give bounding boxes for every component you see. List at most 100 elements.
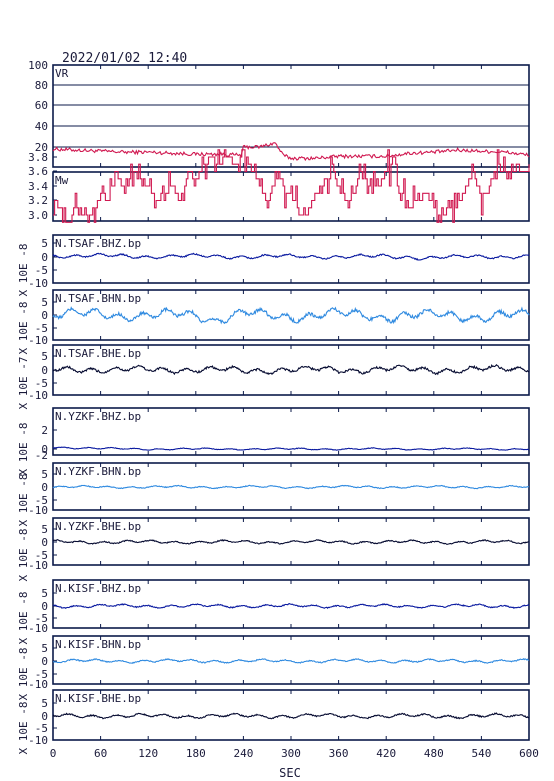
y-tick-label: 3.2 xyxy=(28,194,48,207)
x-axis: 0 60 120 180 240 300 360 420 480 540 600 xyxy=(50,747,539,760)
x-tick-label: 0 xyxy=(50,747,57,760)
y-tick-label: 0 xyxy=(41,710,48,723)
y-unit-label: X 10E -8 xyxy=(17,529,30,582)
y-tick-label: -5 xyxy=(35,322,48,335)
series-line-w4 xyxy=(52,446,530,451)
y-unit-label: X 10E -8 xyxy=(17,474,30,527)
y-unit-label: X 10E -8 xyxy=(17,702,30,755)
y-tick-label: 5 xyxy=(41,587,48,600)
y-tick-label: 0 xyxy=(41,536,48,549)
series-line-w3 xyxy=(52,363,530,376)
panel-label: N.TSAF.BHZ.bp xyxy=(55,237,141,250)
x-tick-label: 540 xyxy=(471,747,491,760)
y-tick-label: 3.4 xyxy=(28,180,48,193)
y-unit-label: X 10E -8 xyxy=(17,592,30,645)
y-tick-label: -5 xyxy=(35,494,48,507)
y-tick-label: 3.6 xyxy=(28,165,48,178)
y-tick-label: -2 xyxy=(35,449,48,462)
panel-label: VR xyxy=(55,67,69,80)
y-tick-label: -5 xyxy=(35,264,48,277)
series-line-w2 xyxy=(52,306,530,325)
y-tick-label: -10 xyxy=(28,559,48,572)
panel-w9: -10-505 N.KISF.BHE.bp X 10E -8 xyxy=(17,689,530,755)
y-tick-label: 0 xyxy=(41,655,48,668)
y-tick-label: 60 xyxy=(35,99,48,112)
series-line-w5 xyxy=(52,484,530,490)
y-unit-label: X 10E -8 xyxy=(17,244,30,297)
panel-label: N.KISF.BHZ.bp xyxy=(55,582,141,595)
y-tick-label: 100 xyxy=(28,59,48,72)
y-tick-label: 5 xyxy=(41,237,48,250)
y-tick-label: -10 xyxy=(28,622,48,635)
y-unit-label: X 10E -8 xyxy=(17,302,30,355)
panel-label: N.KISF.BHN.bp xyxy=(55,638,141,651)
y-tick-label: 80 xyxy=(35,79,48,92)
x-tick-label: 600 xyxy=(519,747,539,760)
y-tick-label: 2 xyxy=(41,424,48,437)
x-axis-label: SEC xyxy=(279,766,301,780)
y-tick-label: -10 xyxy=(28,334,48,347)
y-tick-label: 0 xyxy=(41,600,48,613)
panel-w1: -10-505 N.TSAF.BHZ.bp X 10E -8 xyxy=(17,234,530,297)
x-tick-label: 60 xyxy=(94,747,107,760)
panel-label: N.TSAF.BHE.bp xyxy=(55,347,141,360)
panel-label: Mw xyxy=(55,174,69,187)
panel-w8: -10-505 N.KISF.BHN.bp X 10E -8 xyxy=(17,635,530,701)
y-tick-label: -10 xyxy=(28,678,48,691)
y-tick-label: 40 xyxy=(35,120,48,133)
panel-label: N.KISF.BHE.bp xyxy=(55,692,141,705)
panel-w3: -10-505 N.TSAF.BHE.bp X 10E -7 xyxy=(17,344,530,410)
y-unit-label: X 10E -7 xyxy=(17,357,30,410)
x-tick-label: 240 xyxy=(233,747,253,760)
series-line-w9 xyxy=(52,712,530,720)
x-tick-label: 480 xyxy=(424,747,444,760)
y-tick-label: -10 xyxy=(28,277,48,290)
series-line-w8 xyxy=(53,658,530,664)
panel-frame xyxy=(52,64,530,168)
panel-w5: -10-505 N.YZKF.BHN.bp X 10E -8 xyxy=(17,462,530,527)
y-tick-label: 3.8 xyxy=(28,151,48,164)
y-tick-label: 0 xyxy=(41,481,48,494)
y-tick-label: 5 xyxy=(41,296,48,309)
x-tick-label: 360 xyxy=(329,747,349,760)
y-tick-label: -5 xyxy=(35,377,48,390)
y-tick-label: -5 xyxy=(35,549,48,562)
series-line-vr xyxy=(52,142,530,162)
panel-label: N.YZKF.BHZ.bp xyxy=(55,410,141,423)
y-tick-label: -5 xyxy=(35,612,48,625)
y-unit-label: X 10E -8 xyxy=(17,648,30,701)
y-tick-label: 5 xyxy=(41,350,48,363)
y-tick-label: -5 xyxy=(35,668,48,681)
panel-mw: 3.0 3.23.4 3.63.8 Mw xyxy=(28,149,530,223)
panel-w7: -10-505 N.KISF.BHZ.bp X 10E -8 xyxy=(17,579,530,645)
y-tick-label: 20 xyxy=(35,141,48,154)
panel-w4: -20 2 N.YZKF.BHZ.bp X 10E -8 xyxy=(17,407,530,476)
y-tick-label: -10 xyxy=(28,734,48,747)
panel-label: N.YZKF.BHN.bp xyxy=(55,465,141,478)
y-tick-label: 0 xyxy=(41,364,48,377)
series-line-w1 xyxy=(52,252,530,261)
panel-label: N.YZKF.BHE.bp xyxy=(55,520,141,533)
y-tick-label: -10 xyxy=(28,389,48,402)
panel-vr: 20 40 60 80 100 VR xyxy=(28,59,530,168)
y-tick-label: 5 xyxy=(41,468,48,481)
y-tick-label: 3.0 xyxy=(28,209,48,222)
x-tick-label: 300 xyxy=(281,747,301,760)
series-line-w6 xyxy=(52,538,530,545)
series-line-w7 xyxy=(52,602,530,610)
y-tick-label: 0 xyxy=(41,309,48,322)
y-tick-label: 5 xyxy=(41,697,48,710)
y-tick-label: 5 xyxy=(41,523,48,536)
panel-label: N.TSAF.BHN.bp xyxy=(55,292,141,305)
x-tick-label: 420 xyxy=(376,747,396,760)
series-line-mw xyxy=(53,149,530,223)
panel-w6: -10-505 N.YZKF.BHE.bp X 10E -8 xyxy=(17,517,530,582)
panel-w2: -10-505 N.TSAF.BHN.bp X 10E -8 xyxy=(17,289,530,355)
y-tick-label: 5 xyxy=(41,642,48,655)
x-tick-label: 120 xyxy=(138,747,158,760)
y-tick-label: 0 xyxy=(41,443,48,456)
x-tick-label: 180 xyxy=(186,747,206,760)
y-unit-label: X 10E -8 xyxy=(17,423,30,476)
